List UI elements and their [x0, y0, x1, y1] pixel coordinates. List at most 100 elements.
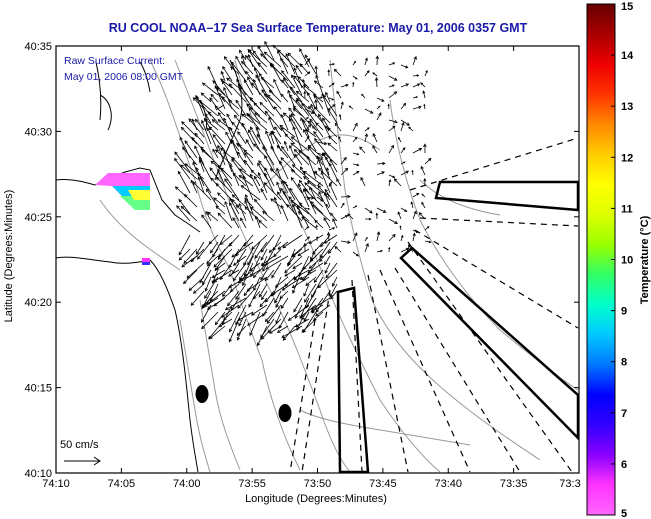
current-vector — [238, 86, 254, 110]
current-vector — [181, 255, 198, 268]
current-vector — [198, 99, 219, 117]
current-vector — [280, 297, 289, 309]
current-vector — [190, 179, 198, 194]
current-vector — [412, 74, 420, 77]
current-vector — [194, 145, 205, 166]
current-vector — [304, 226, 309, 231]
current-vector — [228, 83, 247, 103]
current-vector — [326, 167, 330, 176]
current-vector — [223, 117, 233, 138]
current-vector — [328, 104, 336, 110]
current-vector — [245, 54, 261, 75]
current-vector — [352, 122, 358, 132]
current-vector — [214, 311, 226, 326]
current-vector — [237, 290, 254, 309]
current-vector — [372, 145, 378, 154]
colorbar: 15 14 13 12 11 10 9 8 7 6 5 Temperature (°C) — [586, 1, 651, 519]
current-vector — [248, 283, 261, 308]
current-vector — [424, 157, 432, 165]
current-vector — [306, 91, 317, 110]
colorbar-tick-label: 14 — [621, 50, 634, 62]
current-vector — [197, 241, 212, 260]
y-tick-label: 40:30 — [24, 126, 52, 138]
current-vector — [329, 212, 338, 222]
current-vector — [376, 171, 385, 176]
current-vector — [256, 325, 268, 347]
current-vector — [249, 126, 261, 145]
current-vector — [411, 169, 414, 176]
current-vector — [273, 106, 282, 117]
x-axis: 74:10 74:05 74:00 73:55 73:50 73:45 73:40 73:35… — [42, 46, 581, 490]
current-vector — [270, 145, 282, 166]
current-vector — [271, 262, 282, 279]
current-vector — [315, 224, 318, 231]
current-vector — [292, 269, 303, 294]
current-vector — [376, 207, 387, 213]
current-vector — [263, 182, 282, 201]
current-vector — [295, 64, 303, 75]
current-vector — [320, 156, 331, 180]
current-vector — [316, 96, 324, 99]
radar-coverage-lines — [289, 137, 579, 473]
current-vector — [232, 262, 247, 282]
current-vector — [320, 171, 331, 194]
current-vector — [273, 196, 282, 215]
current-vector — [325, 125, 330, 132]
current-vector — [352, 60, 356, 66]
current-vector — [190, 290, 205, 306]
current-vector — [218, 318, 233, 328]
current-vector — [297, 248, 310, 257]
current-vector — [261, 290, 268, 301]
current-vector — [213, 269, 233, 283]
y-axis: 40:35 40:30 40:25 40:20 40:15 40:10 — [24, 41, 579, 480]
current-vector — [248, 129, 261, 152]
station-marker — [278, 404, 292, 422]
current-vector — [276, 167, 282, 180]
current-vector — [264, 167, 275, 187]
current-vector — [212, 80, 226, 96]
current-vector — [252, 262, 268, 279]
current-vector — [277, 191, 289, 208]
current-vector — [178, 198, 191, 215]
current-vector — [304, 283, 317, 303]
current-vector — [274, 126, 282, 138]
current-vector — [263, 51, 282, 68]
current-vector — [247, 311, 268, 326]
current-vector — [264, 172, 275, 194]
current-vector — [310, 201, 324, 215]
current-vector — [352, 232, 358, 242]
current-vector — [317, 269, 338, 289]
current-vector — [281, 70, 296, 89]
current-vector — [307, 262, 324, 274]
current-vector — [412, 232, 416, 242]
current-vector — [287, 255, 296, 266]
current-vector — [328, 82, 335, 88]
current-vector — [364, 207, 373, 214]
current-vector — [264, 110, 282, 131]
current-vector — [253, 67, 261, 82]
current-vector — [253, 276, 261, 292]
current-vector — [243, 149, 254, 159]
current-vector — [376, 249, 383, 253]
current-vector — [206, 297, 226, 310]
current-vector — [412, 147, 423, 154]
current-vector — [211, 119, 226, 131]
current-vector — [224, 200, 233, 222]
colorbar-tick-label: 10 — [621, 255, 633, 267]
current-vector — [279, 124, 296, 138]
current-vector — [247, 76, 254, 89]
current-vector — [184, 140, 198, 159]
current-vector — [347, 213, 354, 220]
current-vector — [262, 146, 275, 166]
current-vector — [328, 135, 338, 145]
current-vector — [206, 248, 219, 265]
current-vector — [316, 141, 328, 146]
current-vector — [192, 181, 212, 201]
current-vector — [254, 215, 261, 229]
current-vector — [325, 156, 330, 165]
current-vector — [229, 126, 240, 145]
current-vector — [197, 176, 205, 194]
current-vector — [400, 64, 409, 69]
current-vector — [274, 290, 282, 304]
current-vector — [302, 84, 317, 96]
